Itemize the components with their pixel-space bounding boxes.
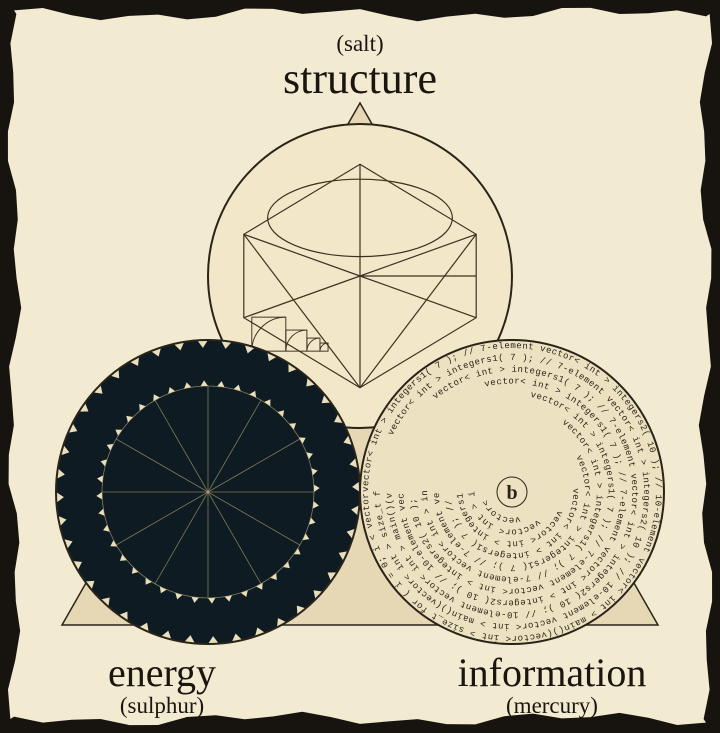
label-structure: (salt) structure	[180, 32, 540, 102]
svg-text:b: b	[506, 482, 517, 504]
label-information-main: information	[372, 652, 720, 694]
label-information-sub: (mercury)	[372, 694, 720, 718]
label-structure-sub: (salt)	[180, 32, 540, 56]
label-energy: energy (sulphur)	[0, 652, 342, 718]
label-information: information (mercury)	[372, 652, 720, 718]
alchemy-svg: vector< int > integers1( 7 ); // 7-eleme…	[0, 0, 720, 733]
label-structure-main: structure	[180, 56, 540, 102]
label-energy-main: energy	[0, 652, 342, 694]
label-energy-sub: (sulphur)	[0, 694, 342, 718]
alchemy-diagram-frame: vector< int > integers1( 7 ); // 7-eleme…	[0, 0, 720, 733]
